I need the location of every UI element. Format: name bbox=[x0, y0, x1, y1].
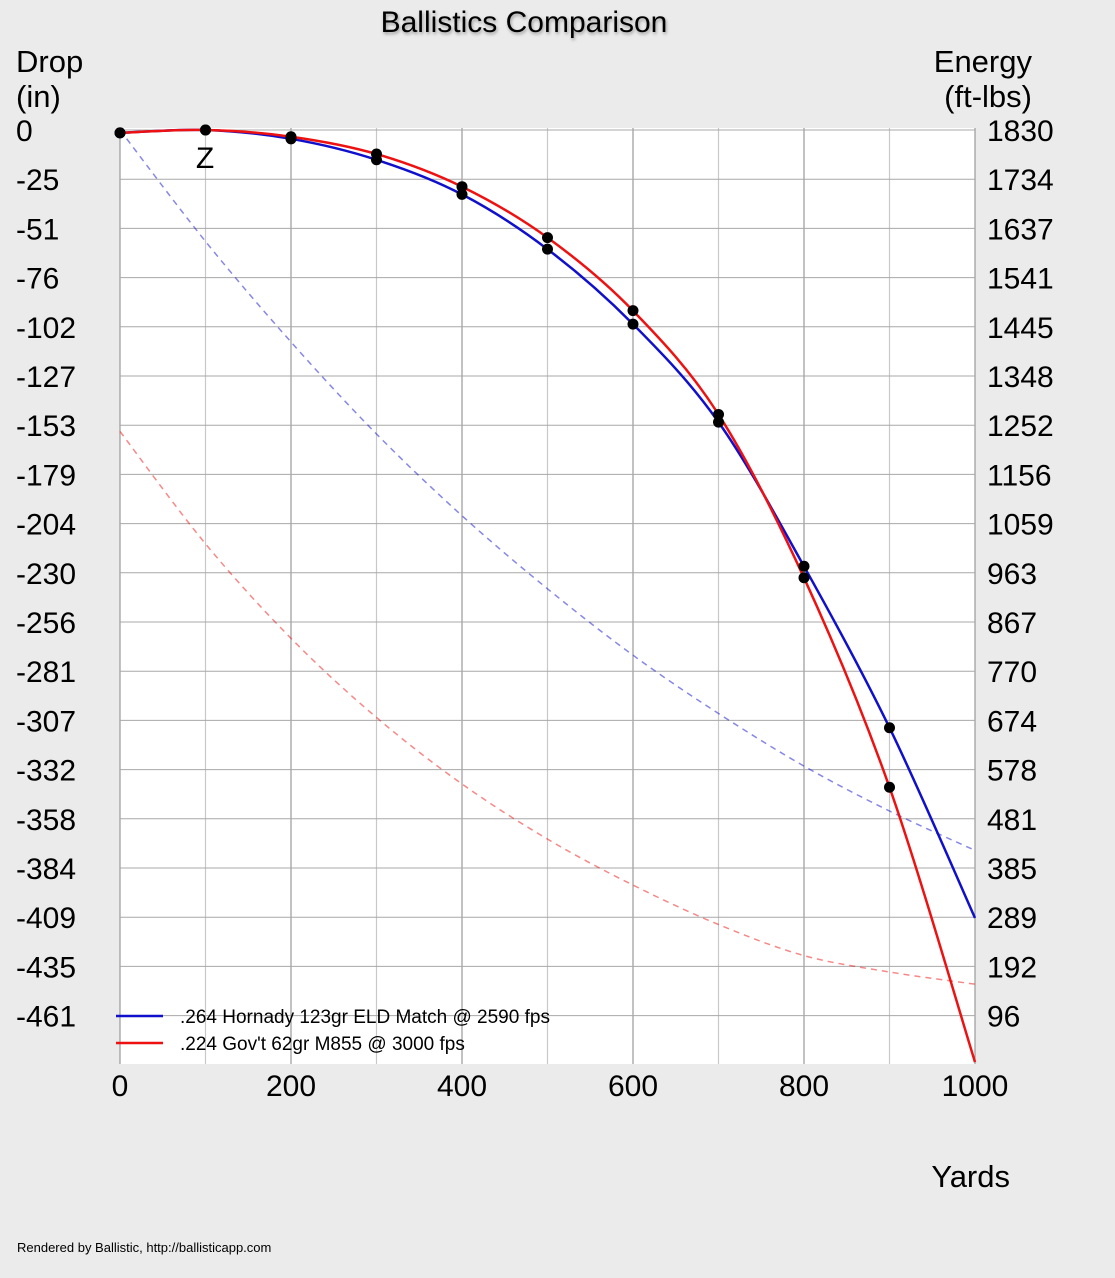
credit-text: Rendered by Ballistic, http://ballistica… bbox=[17, 1240, 272, 1255]
legend-label: .264 Hornady 123gr ELD Match @ 2590 fps bbox=[180, 1007, 550, 1028]
right-tick-label: 289 bbox=[987, 902, 1037, 935]
left-tick-label: -127 bbox=[16, 361, 76, 394]
left-tick-label: -461 bbox=[16, 1001, 76, 1034]
right-tick-label: 1734 bbox=[987, 164, 1054, 197]
left-tick-label: 0 bbox=[16, 115, 33, 148]
zero-marker-label: Z bbox=[196, 142, 214, 175]
drop-point-series-1 bbox=[884, 781, 895, 793]
right-tick-label: 1830 bbox=[987, 115, 1054, 148]
y-axis-label-right-line1: Energy bbox=[934, 44, 1033, 79]
x-tick-label: 200 bbox=[266, 1070, 316, 1103]
left-tick-label: -153 bbox=[16, 410, 76, 443]
right-tick-label: 674 bbox=[987, 705, 1037, 738]
drop-point-series-1 bbox=[798, 572, 810, 584]
right-tick-label: 1348 bbox=[987, 361, 1054, 394]
right-tick-label: 1637 bbox=[987, 213, 1054, 246]
drop-point-series-1 bbox=[371, 148, 382, 160]
left-tick-label: -409 bbox=[16, 902, 76, 935]
x-axis-ticks: 0 200 400 600 800 1000 bbox=[112, 1070, 1009, 1103]
left-tick-label: -230 bbox=[16, 558, 76, 591]
x-tick-label: 1000 bbox=[942, 1070, 1009, 1103]
right-tick-label: 192 bbox=[987, 951, 1037, 984]
left-tick-label: -358 bbox=[16, 804, 76, 837]
right-tick-label: 1252 bbox=[987, 410, 1054, 443]
right-tick-label: 1156 bbox=[987, 459, 1052, 492]
x-tick-label: 800 bbox=[779, 1070, 829, 1103]
drop-point-series-0 bbox=[542, 243, 553, 255]
drop-point-series-1 bbox=[200, 124, 211, 136]
left-tick-label: -76 bbox=[16, 263, 59, 296]
right-tick-label: 770 bbox=[987, 656, 1037, 689]
drop-point-series-1 bbox=[542, 232, 553, 244]
x-tick-label: 600 bbox=[608, 1070, 658, 1103]
left-tick-label: -204 bbox=[16, 509, 76, 542]
drop-points bbox=[114, 124, 895, 793]
x-tick-label: 0 bbox=[112, 1070, 129, 1103]
drop-point-series-1 bbox=[456, 181, 468, 193]
left-tick-label: -179 bbox=[16, 459, 76, 492]
drop-point-series-1 bbox=[713, 408, 724, 420]
drop-point-series-1 bbox=[114, 127, 126, 139]
left-tick-label: -332 bbox=[16, 755, 76, 788]
left-tick-label: -256 bbox=[16, 607, 76, 640]
right-tick-label: 1541 bbox=[987, 263, 1054, 296]
y-axis-label-left-line2: (in) bbox=[16, 79, 61, 114]
left-tick-label: -384 bbox=[16, 853, 76, 886]
legend: .264 Hornady 123gr ELD Match @ 2590 fps.… bbox=[116, 1007, 550, 1055]
y-axis-label-left-line1: Drop bbox=[16, 44, 83, 79]
drop-point-series-0 bbox=[798, 560, 810, 572]
right-tick-label: 867 bbox=[987, 607, 1037, 640]
right-axis-ticks: 1830173416371541144513481252115610599638… bbox=[987, 115, 1054, 1034]
drop-point-series-0 bbox=[627, 318, 639, 330]
x-tick-label: 400 bbox=[437, 1070, 487, 1103]
right-tick-label: 385 bbox=[987, 853, 1037, 886]
right-tick-label: 963 bbox=[987, 558, 1037, 591]
x-axis-label: Yards bbox=[931, 1159, 1010, 1194]
energy-lines bbox=[119, 129, 976, 985]
drop-point-series-0 bbox=[713, 416, 724, 428]
left-tick-label: -307 bbox=[16, 705, 76, 738]
drop-point-series-0 bbox=[456, 188, 468, 200]
left-axis-ticks: 0 -25 -51 -76 -102 -127 -153 -179 -204 -230 -256 -2… bbox=[16, 115, 76, 1034]
left-tick-label: -435 bbox=[16, 951, 76, 984]
drop-point-series-0 bbox=[884, 722, 895, 734]
right-tick-label: 481 bbox=[987, 804, 1037, 837]
right-tick-label: 1059 bbox=[987, 509, 1054, 542]
grid bbox=[119, 128, 976, 1064]
drop-point-series-1 bbox=[627, 305, 639, 317]
chart-title: Ballistics Comparison bbox=[381, 6, 668, 39]
left-tick-label: -281 bbox=[16, 656, 76, 689]
left-tick-label: -51 bbox=[16, 213, 59, 246]
legend-label: .224 Gov't 62gr M855 @ 3000 fps bbox=[180, 1034, 465, 1055]
drop-point-series-1 bbox=[285, 131, 297, 143]
left-tick-label: -25 bbox=[16, 164, 59, 197]
right-tick-label: 578 bbox=[987, 755, 1037, 788]
right-tick-label: 1445 bbox=[987, 312, 1054, 345]
left-tick-label: -102 bbox=[16, 312, 76, 345]
energy-line-series-1 bbox=[119, 430, 976, 985]
y-axis-label-right-line2: (ft-lbs) bbox=[944, 79, 1032, 114]
right-tick-label: 96 bbox=[987, 1001, 1020, 1034]
